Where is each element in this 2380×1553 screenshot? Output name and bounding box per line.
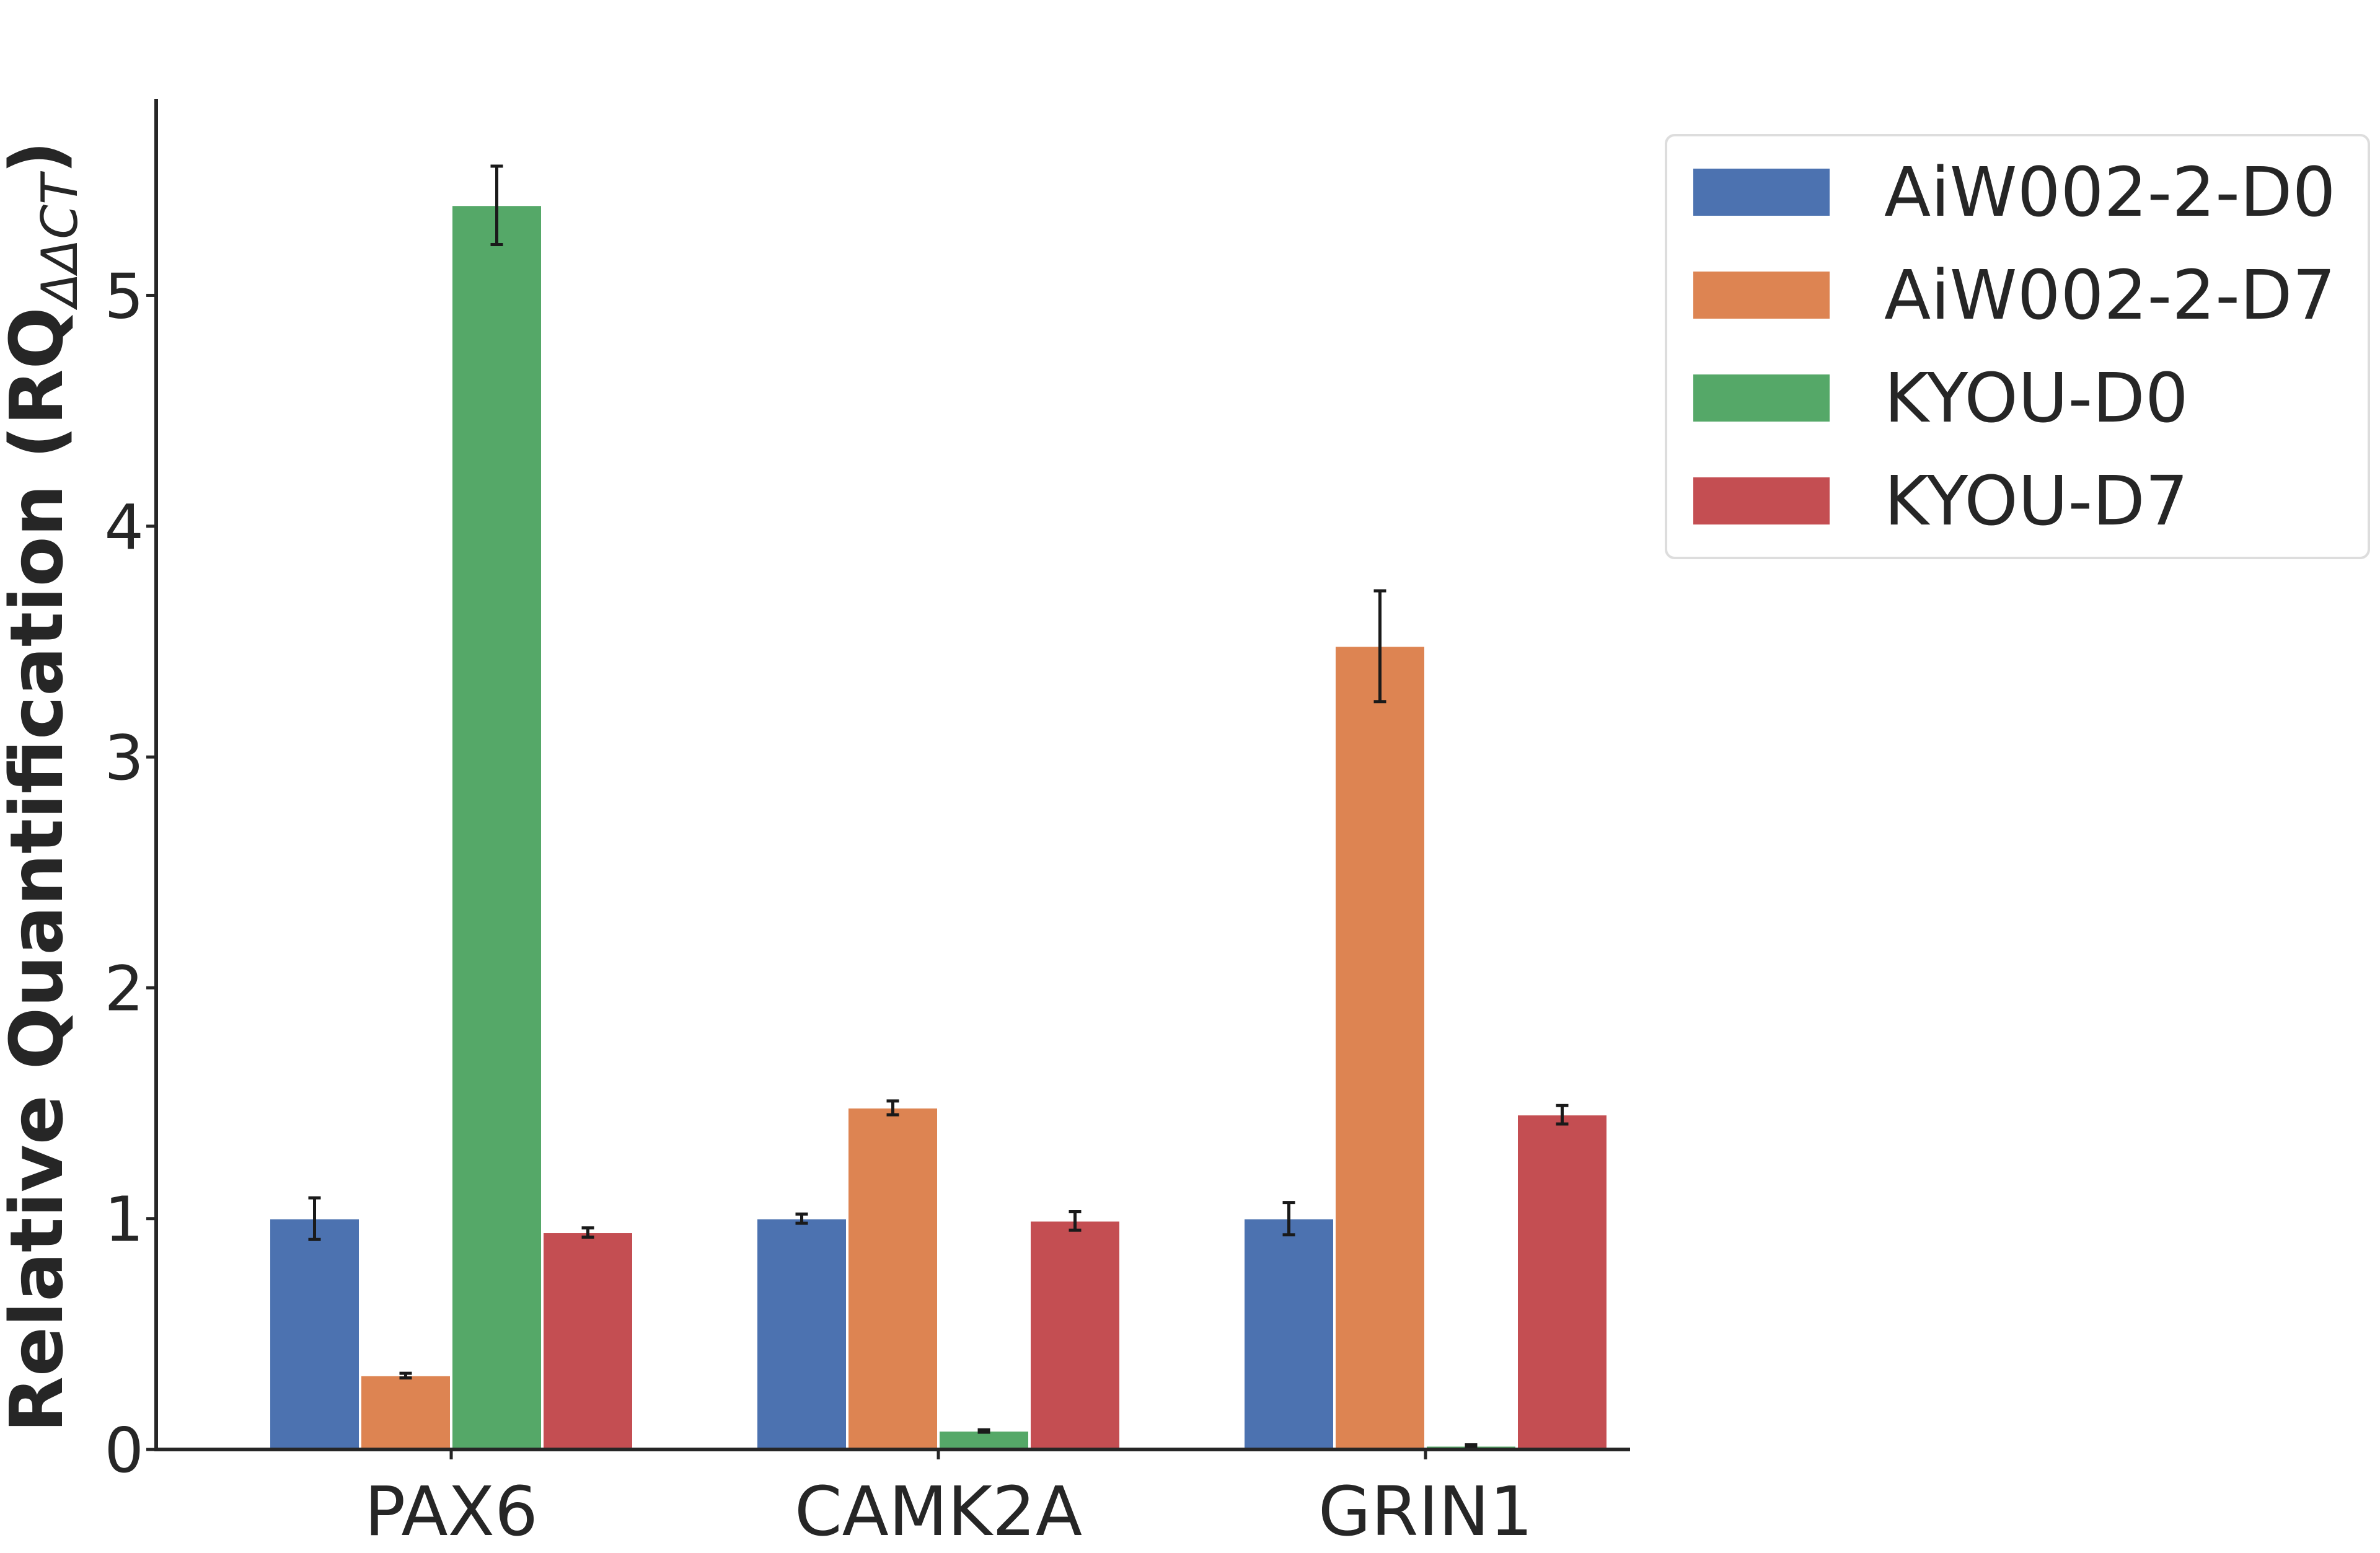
y-tick-label: 3 — [104, 722, 144, 794]
bar — [756, 1218, 847, 1450]
y-tick-label: 5 — [104, 260, 144, 332]
error-bars-layer — [308, 164, 1569, 1449]
legend-swatch — [1693, 477, 1830, 524]
x-tick-label: CAMK2A — [795, 1472, 1082, 1550]
axes-layer — [154, 99, 1630, 1451]
x-tick-label: PAX6 — [364, 1472, 538, 1550]
bar — [269, 1218, 360, 1450]
y-tick-label: 4 — [104, 491, 144, 564]
legend-label: AiW002-2-D0 — [1884, 153, 2336, 232]
y-tick-label: 1 — [104, 1184, 144, 1256]
legend-swatch — [1693, 272, 1830, 319]
bar — [1243, 1218, 1334, 1450]
bar — [1029, 1220, 1121, 1451]
x-ticks: PAX6 CAMK2A GRIN1 — [364, 1449, 1533, 1551]
bar — [847, 1107, 938, 1450]
y-axis-label-main: Relative Quantification (RQ — [0, 307, 79, 1433]
legend-items: AiW002-2-D0 AiW002-2-D7 KYOU-D0 KYOU-D7 — [1693, 153, 2336, 541]
x-tick-label: GRIN1 — [1318, 1472, 1533, 1550]
bars-layer — [269, 205, 1608, 1451]
legend-swatch — [1693, 374, 1830, 422]
legend-label: KYOU-D0 — [1884, 358, 2188, 438]
legend-label: AiW002-2-D7 — [1884, 255, 2336, 335]
y-tick-label: 2 — [104, 952, 144, 1025]
bar — [938, 1430, 1029, 1450]
bar — [1517, 1114, 1608, 1450]
legend-label: KYOU-D7 — [1884, 461, 2188, 541]
bar — [360, 1374, 451, 1451]
legend-swatch — [1693, 169, 1830, 216]
y-axis-label-subscript: ΔΔCT — [31, 170, 89, 311]
bar — [1334, 645, 1426, 1450]
legend: AiW002-2-D0 AiW002-2-D7 KYOU-D0 KYOU-D7 — [1665, 134, 2370, 559]
bar — [542, 1232, 633, 1450]
legend-frame — [1665, 134, 2370, 559]
y-ticks: 0 1 2 3 4 5 — [104, 260, 156, 1487]
y-tick-label: 0 — [104, 1414, 144, 1487]
y-axis-label: Relative Quantification (RQΔΔCT) — [0, 141, 89, 1433]
bar — [451, 205, 542, 1450]
y-axis-label-close: ) — [0, 141, 79, 174]
